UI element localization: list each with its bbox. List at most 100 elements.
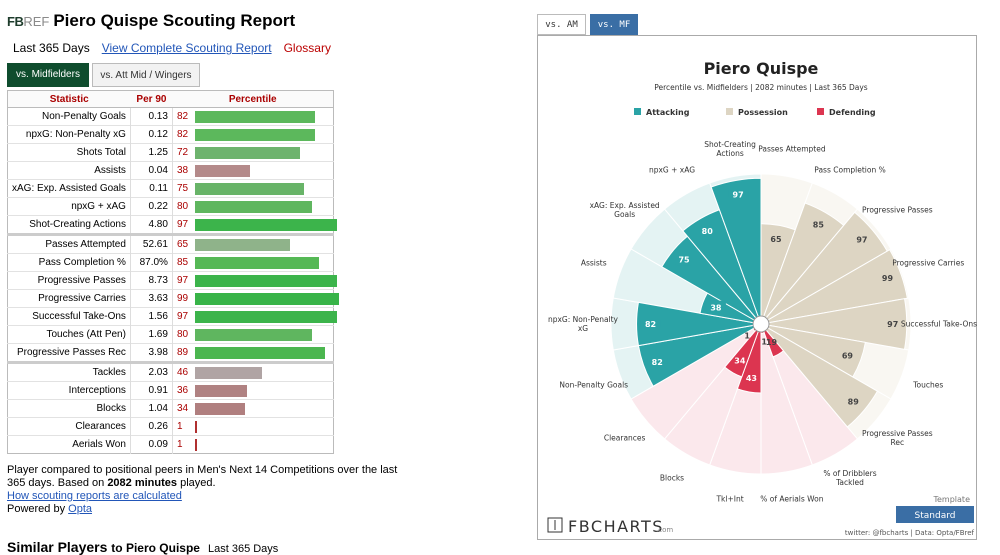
header-row: Statistic Per 90 Percentile xyxy=(7,90,334,108)
per90: 8.73 xyxy=(130,271,173,290)
stat-row: Tackles 2.03 46 xyxy=(7,361,334,382)
stat-name: Assists xyxy=(7,161,131,180)
stat-name: Progressive Passes Rec xyxy=(7,343,131,363)
per90: 4.80 xyxy=(130,215,173,235)
wedge-label: Assists xyxy=(580,258,607,268)
standard-button[interactable] xyxy=(896,506,974,523)
pizza-tab[interactable]: vs. AM xyxy=(537,14,586,35)
percentile-cell: 82 xyxy=(172,107,334,126)
per90: 0.04 xyxy=(130,161,173,180)
per90: 0.22 xyxy=(130,197,173,216)
per90: 0.91 xyxy=(130,381,173,400)
percentile-value: 97 xyxy=(176,275,189,286)
percentile-bar xyxy=(194,311,337,323)
percentile-value: 82 xyxy=(176,111,189,122)
stat-row: Shots Total 1.25 72 xyxy=(7,143,334,162)
value-box xyxy=(647,354,668,368)
wedge xyxy=(710,177,762,325)
percentile-cell: 82 xyxy=(172,125,334,144)
percentile-cell: 46 xyxy=(172,361,334,382)
percentile-bar xyxy=(194,329,312,341)
stat-row: npxG + xAG 0.22 80 xyxy=(7,197,334,216)
glossary-link[interactable]: Glossary xyxy=(283,41,331,55)
pizza-chart: Piero Quispe Percentile vs. Midfielders |… xyxy=(547,59,975,537)
stat-row: Aerials Won 0.09 1 xyxy=(7,435,334,454)
stat-name: Successful Take-Ons xyxy=(7,307,131,326)
wedge-label: Non-Penalty Goals xyxy=(559,380,629,390)
pizza-tab-active[interactable]: vs. MF xyxy=(590,14,638,35)
percentile-value: 85 xyxy=(176,257,189,268)
percentile-value: 1 xyxy=(176,439,183,450)
wedge xyxy=(760,249,908,325)
template-label: Template xyxy=(932,495,970,504)
percentile-bar xyxy=(194,439,197,451)
note-text: Player compared to positional peers in M… xyxy=(7,464,398,489)
opta-link[interactable]: Opta xyxy=(68,503,93,515)
percentile-bar xyxy=(194,165,251,177)
percentile-value: 1 xyxy=(176,421,183,432)
per90: 0.11 xyxy=(130,179,173,198)
wedge-label: Pass Completion % xyxy=(814,165,886,175)
percentile-cell: 65 xyxy=(172,233,334,254)
stat-row: Passes Attempted 52.61 65 xyxy=(7,233,334,254)
table-head: Statistic Per 90 Percentile xyxy=(7,90,334,108)
similar-period: Last 365 Days xyxy=(207,543,279,555)
brand-suffix: .com xyxy=(656,526,673,534)
legend-label: Defending xyxy=(829,108,876,117)
tab-active[interactable]: vs. Midfielders xyxy=(7,63,89,87)
percentile-cell: 1 xyxy=(172,417,334,436)
wedge-value: 80 xyxy=(702,227,714,236)
percentile-value: 75 xyxy=(176,183,189,194)
standard-label[interactable]: Standard xyxy=(915,511,956,521)
stat-name: Progressive Passes xyxy=(7,271,131,290)
per90: 3.98 xyxy=(130,343,173,363)
percentile-value: 80 xyxy=(176,201,189,212)
percentile-cell: 97 xyxy=(172,215,337,235)
percentile-cell: 80 xyxy=(172,197,334,216)
percentile-cell: 72 xyxy=(172,143,334,162)
wedge-label: xAG: Exp. Assisted Goals xyxy=(589,200,660,219)
center-hole xyxy=(752,315,770,333)
percentile-cell: 34 xyxy=(172,399,334,418)
stat-name: npxG + xAG xyxy=(7,197,131,216)
wedge-label: Progressive Passes xyxy=(862,205,933,215)
stat-name: Interceptions xyxy=(7,381,131,400)
stat-name: Tackles xyxy=(7,361,131,382)
brand: FBCHARTS xyxy=(568,517,664,536)
page-header: FBREF Piero Quispe Scouting Report xyxy=(7,11,295,31)
wedge-value: 97 xyxy=(733,190,744,199)
stat-row: Successful Take-Ons 1.56 97 xyxy=(7,307,337,326)
percentile-cell: 89 xyxy=(172,343,334,363)
wedge-value: 89 xyxy=(848,397,860,406)
percentile-bar xyxy=(194,111,315,123)
tab[interactable]: vs. Att Mid / Wingers xyxy=(92,63,200,87)
per90: 1.69 xyxy=(130,325,173,344)
wedge-label: Shot-Creating Actions xyxy=(704,139,756,158)
complete-report-link[interactable]: View Complete Scouting Report xyxy=(101,41,272,55)
stat-row: Non-Penalty Goals 0.13 82 xyxy=(7,107,334,126)
stat-name: Aerials Won xyxy=(7,435,131,454)
percentile-cell: 85 xyxy=(172,253,334,272)
value-box xyxy=(640,317,661,330)
stat-row: Blocks 1.04 34 xyxy=(7,399,334,418)
wedge-value: 1 xyxy=(761,338,767,347)
scouting-table: Statistic Per 90 Percentile Non-Penalty Goa… xyxy=(7,90,340,454)
table-body: Non-Penalty Goals 0.13 82 npxG: Non-Penalty… xyxy=(7,107,340,454)
note-after: played. xyxy=(180,477,216,489)
percentile-bar xyxy=(194,421,197,433)
per90: 87.0% xyxy=(130,253,173,272)
percentile-bar xyxy=(194,239,290,251)
credit: twitter: @fbcharts | Data: Opta/FBref xyxy=(845,529,975,537)
wedge-label: npxG + xAG xyxy=(648,165,696,175)
percentile-cell: 38 xyxy=(172,161,334,180)
wedge-label: % of Aerials Won xyxy=(760,494,824,504)
per90: 0.09 xyxy=(130,435,173,454)
stat-row: Shot-Creating Actions 4.80 97 xyxy=(7,215,337,235)
how-link[interactable]: How scouting reports are calculated xyxy=(7,490,182,502)
percentile-cell: 75 xyxy=(172,179,334,198)
percentile-cell: 99 xyxy=(172,289,340,308)
wedge-value: 85 xyxy=(813,221,825,230)
footnote: Player compared to positional peers in M… xyxy=(7,464,407,516)
logo-ref: REF xyxy=(23,14,50,29)
per90: 52.61 xyxy=(130,233,173,254)
